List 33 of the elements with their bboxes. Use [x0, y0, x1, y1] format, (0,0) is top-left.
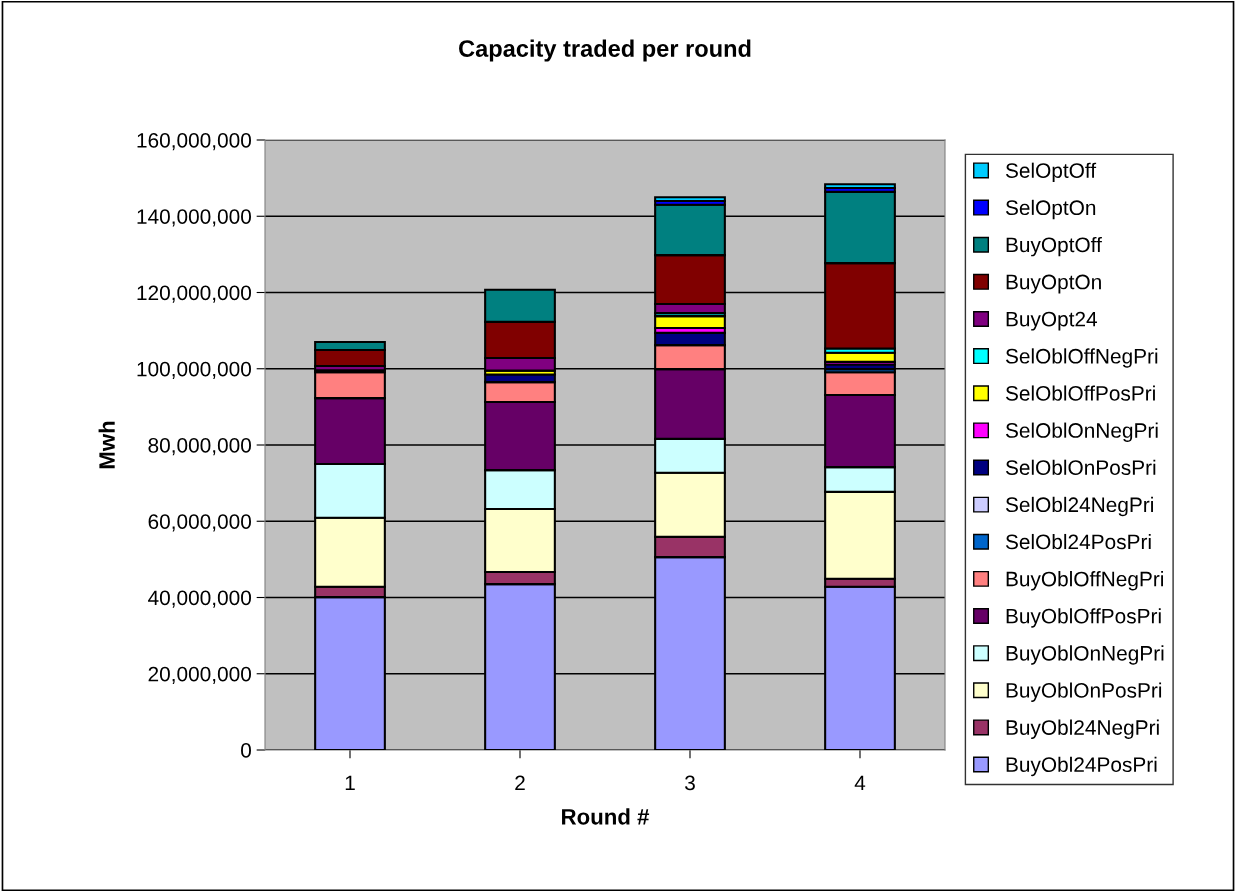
legend-label: BuyOblOnNegPri [1006, 645, 1164, 665]
legend-label: SelOblOnNegPri [1005, 422, 1158, 442]
legend-label: SelOblOffNegPri [1005, 348, 1158, 368]
legend-label: SelOptOff [1005, 162, 1097, 183]
y-tick-label: 120,000,000 [137, 285, 251, 303]
y-tick-label: 160,000,000 [137, 133, 251, 151]
legend-label: SelOptOn [1005, 199, 1096, 220]
legend-label: SelOblOffPosPri [1005, 385, 1155, 401]
chart-title: Capacity traded per round [459, 39, 751, 62]
y-tick-label: 60,000,000 [148, 514, 251, 532]
legend-label: BuyOpt24 [1006, 311, 1098, 331]
y-tick-label: 40,000,000 [148, 590, 251, 608]
legend-label: BuyOptOff [1006, 236, 1102, 257]
legend-label: BuyOblOffPosPri [1006, 608, 1161, 628]
x-tick-label: 3 [685, 775, 695, 791]
x-axis-title: Round # [562, 808, 650, 825]
y-tick-label: 80,000,000 [148, 438, 251, 456]
y-tick-label: 0 [241, 743, 251, 758]
legend-label: BuyObl24PosPri [1006, 756, 1157, 777]
legend-label: SelOblOnPosPri [1005, 459, 1156, 475]
legend-label: BuyOblOffNegPri [1006, 571, 1163, 591]
y-tick-label: 20,000,000 [148, 666, 251, 684]
y-tick-label: 140,000,000 [137, 209, 251, 227]
legend-label: BuyOblOnPosPri [1006, 682, 1162, 702]
y-tick-label: 100,000,000 [137, 361, 251, 379]
legend-label: SelObl24NegPri [1005, 496, 1153, 517]
x-tick-label: 2 [515, 775, 525, 791]
legend-label: BuyObl24NegPri [1006, 719, 1159, 740]
x-tick-label: 4 [854, 775, 866, 791]
legend-label: SelObl24PosPri [1005, 533, 1151, 550]
y-axis-title: Mwh [98, 421, 115, 469]
x-tick-label: 1 [345, 775, 355, 791]
legend-label: BuyOptOn [1006, 274, 1101, 294]
